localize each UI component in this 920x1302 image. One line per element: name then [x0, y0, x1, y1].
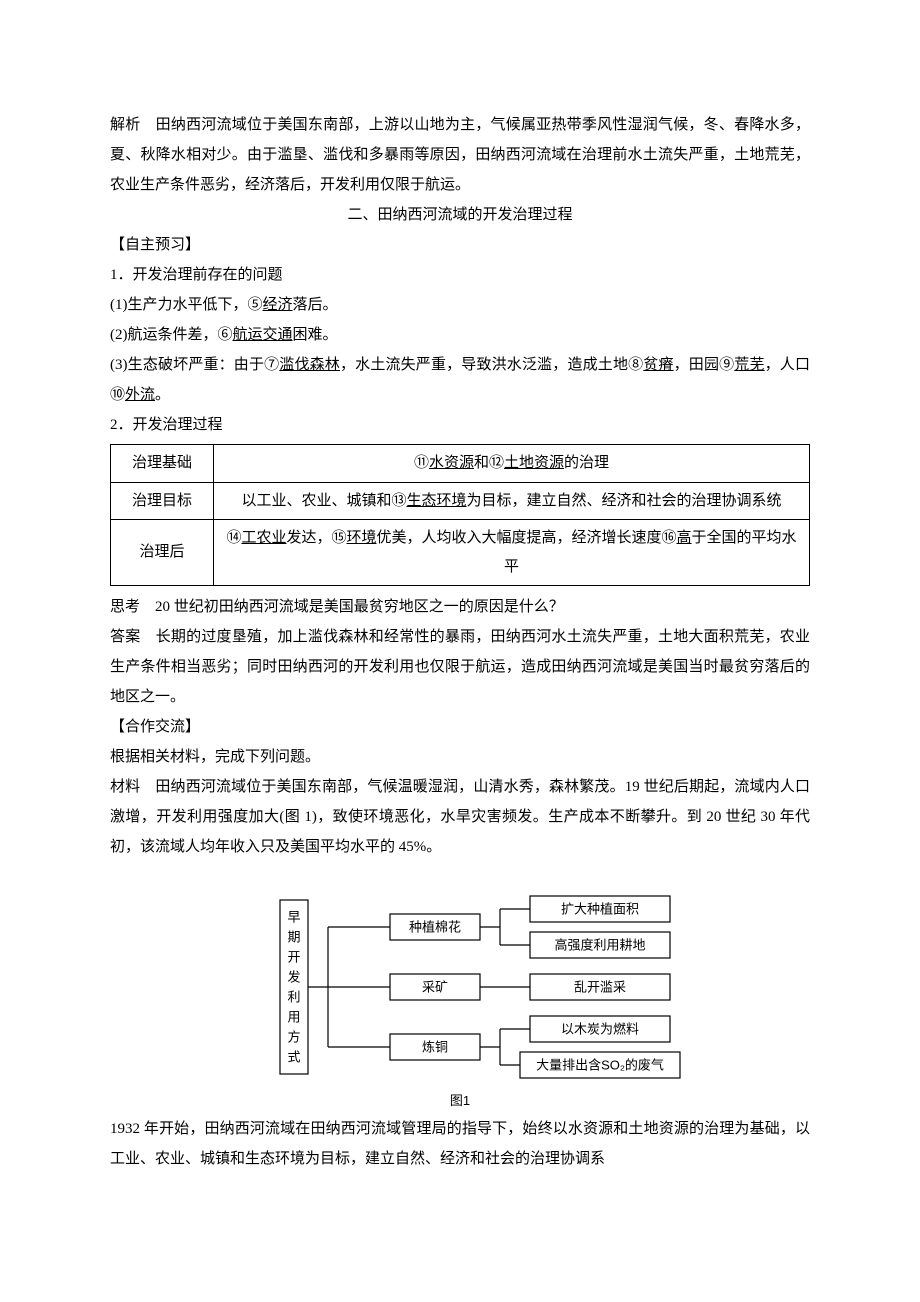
- svg-text:早: 早: [287, 909, 300, 924]
- q1-3-mid2: ，田园⑨: [674, 357, 735, 373]
- svg-text:以木炭为燃料: 以木炭为燃料: [561, 1021, 639, 1036]
- cell-text: 和⑫: [474, 455, 504, 471]
- analysis-label: 解析: [110, 117, 140, 133]
- cooperate-heading: 【合作交流】: [110, 712, 810, 742]
- q1-item-2: (2)航运条件差，⑥航运交通困难。: [110, 320, 810, 350]
- section-2-title: 二、田纳西河流域的开发治理过程: [110, 200, 810, 230]
- q1-3-u4: 外流: [125, 387, 155, 403]
- q1-2-underline: 航运交通: [233, 327, 293, 343]
- answer-body: 长期的过度垦殖，加上滥伐森林和经常性的暴雨，田纳西河水土流失严重，土地大面积荒芜…: [110, 629, 810, 705]
- svg-text:发: 发: [287, 969, 300, 984]
- governance-table: 治理基础⑪水资源和⑫土地资源的治理治理目标以工业、农业、城镇和⑬生态环境为目标，…: [110, 444, 810, 586]
- svg-text:期: 期: [287, 929, 300, 944]
- material-label: 材料: [110, 779, 140, 795]
- underline-text: 水资源: [429, 455, 474, 471]
- figure-1-caption: 图1: [110, 1088, 810, 1114]
- self-study-heading: 【自主预习】: [110, 230, 810, 260]
- q1-3-suffix: 。: [155, 387, 170, 403]
- q1-2-prefix: (2)航运条件差，⑥: [110, 327, 233, 343]
- svg-text:大量排出含SO₂的废气: 大量排出含SO₂的废气: [536, 1057, 664, 1072]
- table-row: 治理目标以工业、农业、城镇和⑬生态环境为目标，建立自然、经济和社会的治理协调系统: [111, 482, 810, 520]
- underline-text: 生态环境: [406, 493, 466, 509]
- cell-text: 优美，人均收入大幅度提高，经济增长速度⑯: [377, 530, 677, 546]
- last-paragraph: 1932 年开始，田纳西河流域在田纳西河流域管理局的指导下，始终以水资源和土地资…: [110, 1114, 810, 1174]
- utilization-flowchart: 早期开发利用方式 种植棉花采矿炼铜 扩大种植面积高强度利用耕地乱开滥采以木炭为燃料大…: [220, 872, 700, 1084]
- svg-text:开: 开: [287, 949, 300, 964]
- svg-text:采矿: 采矿: [422, 979, 448, 994]
- q1-item-1: (1)生产力水平低下，⑤经济落后。: [110, 290, 810, 320]
- table-row-content: 以工业、农业、城镇和⑬生态环境为目标，建立自然、经济和社会的治理协调系统: [214, 482, 810, 520]
- svg-text:扩大种植面积: 扩大种植面积: [561, 901, 639, 916]
- svg-text:利: 利: [287, 989, 300, 1004]
- q1-title: 1．开发治理前存在的问题: [110, 260, 810, 290]
- q1-1-underline: 经济: [263, 297, 293, 313]
- q1-3-u3: 荒芜: [734, 357, 764, 373]
- q1-1-suffix: 落后。: [293, 297, 338, 313]
- table-row-label: 治理目标: [111, 482, 214, 520]
- svg-text:高强度利用耕地: 高强度利用耕地: [554, 937, 645, 952]
- cell-text: 发达，⑮: [286, 530, 346, 546]
- svg-text:式: 式: [287, 1049, 300, 1064]
- underline-text: 高: [677, 530, 692, 546]
- answer-label: 答案: [110, 629, 140, 645]
- q1-3-mid1: ，水土流失严重，导致洪水泛滥，造成土地⑧: [340, 357, 643, 373]
- q1-3-u1: 滥伐森林: [279, 357, 340, 373]
- svg-text:方: 方: [287, 1029, 300, 1044]
- table-row-content: ⑪水资源和⑫土地资源的治理: [214, 445, 810, 483]
- material-body: 田纳西河流域位于美国东南部，气候温暖湿润，山清水秀，森林繁茂。19 世纪后期起，…: [110, 779, 810, 855]
- cell-text: 以工业、农业、城镇和⑬: [241, 493, 406, 509]
- q1-3-prefix: (3)生态破坏严重：由于⑦: [110, 357, 279, 373]
- q2-title: 2．开发治理过程: [110, 410, 810, 440]
- svg-text:种植棉花: 种植棉花: [409, 919, 461, 934]
- q1-2-suffix: 困难。: [293, 327, 338, 343]
- think-label: 思考: [110, 599, 140, 615]
- table-row-label: 治理基础: [111, 445, 214, 483]
- answer-paragraph: 答案 长期的过度垦殖，加上滥伐森林和经常性的暴雨，田纳西河水土流失严重，土地大面…: [110, 622, 810, 712]
- cell-text: ⑪: [414, 455, 429, 471]
- analysis-paragraph: 解析 田纳西河流域位于美国东南部，上游以山地为主，气候属亚热带季风性湿润气候，冬…: [110, 110, 810, 200]
- material-paragraph: 材料 田纳西河流域位于美国东南部，气候温暖湿润，山清水秀，森林繁茂。19 世纪后…: [110, 772, 810, 862]
- think-paragraph: 思考 20 世纪初田纳西河流域是美国最贫穷地区之一的原因是什么？: [110, 592, 810, 622]
- underline-text: 工农业: [241, 530, 286, 546]
- table-row-label: 治理后: [111, 520, 214, 586]
- svg-text:用: 用: [287, 1009, 300, 1024]
- q1-item-3: (3)生态破坏严重：由于⑦滥伐森林，水土流失严重，导致洪水泛滥，造成土地⑧贫瘠，…: [110, 350, 810, 410]
- table-row: 治理后⑭工农业发达，⑮环境优美，人均收入大幅度提高，经济增长速度⑯高于全国的平均…: [111, 520, 810, 586]
- underline-text: 环境: [346, 530, 376, 546]
- svg-text:炼铜: 炼铜: [422, 1039, 448, 1054]
- analysis-body: 田纳西河流域位于美国东南部，上游以山地为主，气候属亚热带季风性湿润气候，冬、春降…: [110, 117, 810, 193]
- svg-text:乱开滥采: 乱开滥采: [574, 979, 626, 994]
- table-row: 治理基础⑪水资源和⑫土地资源的治理: [111, 445, 810, 483]
- q1-3-u2: 贫瘠: [643, 357, 673, 373]
- cooperate-intro: 根据相关材料，完成下列问题。: [110, 742, 810, 772]
- think-question: 20 世纪初田纳西河流域是美国最贫穷地区之一的原因是什么？: [140, 599, 564, 615]
- cell-text: 的治理: [564, 455, 609, 471]
- table-row-content: ⑭工农业发达，⑮环境优美，人均收入大幅度提高，经济增长速度⑯高于全国的平均水平: [214, 520, 810, 586]
- cell-text: ⑭: [226, 530, 241, 546]
- q1-1-prefix: (1)生产力水平低下，⑤: [110, 297, 263, 313]
- underline-text: 土地资源: [504, 455, 564, 471]
- document-page: 解析 田纳西河流域位于美国东南部，上游以山地为主，气候属亚热带季风性湿润气候，冬…: [0, 0, 920, 1224]
- cell-text: 为目标，建立自然、经济和社会的治理协调系统: [467, 493, 782, 509]
